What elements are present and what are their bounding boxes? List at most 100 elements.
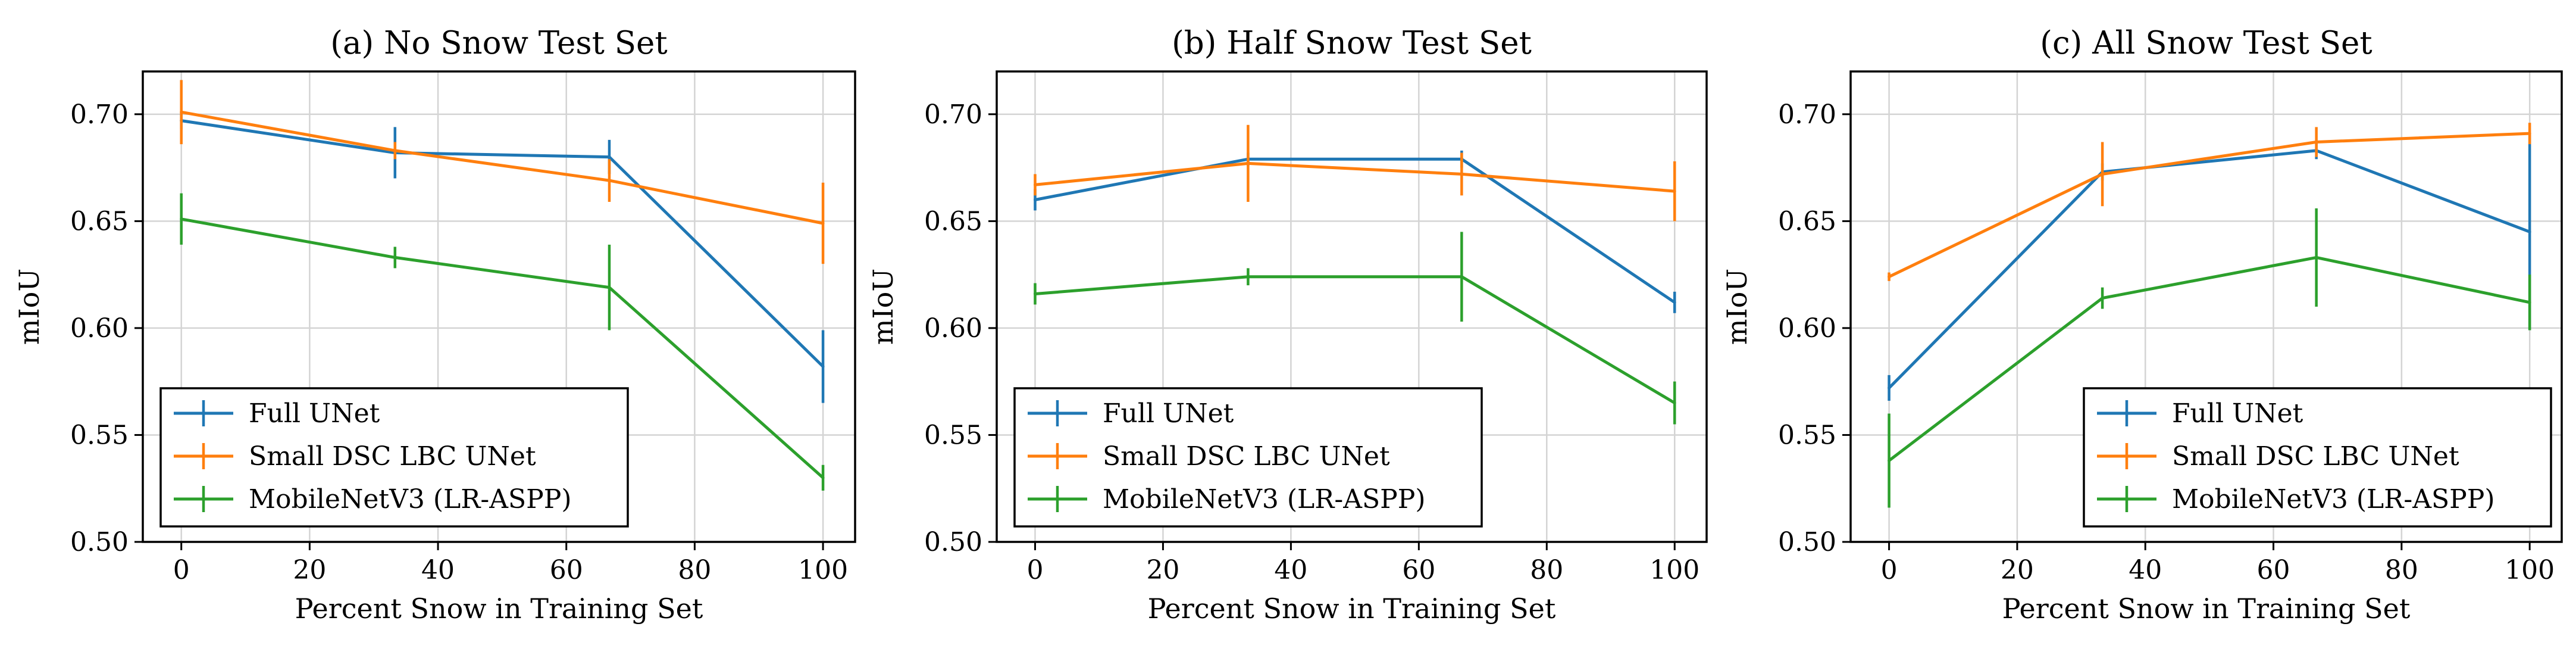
legend-entry: MobileNetV3 (LR-ASPP) <box>174 484 572 515</box>
y-tick-label: 0.55 <box>924 420 982 450</box>
x-tick-label: 60 <box>550 555 583 585</box>
axes-frame <box>996 70 1708 543</box>
y-tick-label: 0.70 <box>1778 99 1836 130</box>
data-point <box>1673 301 1676 304</box>
legend-label: Full UNet <box>1103 398 1234 429</box>
series-line <box>1035 157 1676 304</box>
series-line <box>181 119 824 368</box>
series-line <box>1888 149 2531 389</box>
series-2 <box>180 80 825 264</box>
legend-label: MobileNetV3 (LR-ASPP) <box>1103 484 1426 515</box>
legend-label: Full UNet <box>249 398 380 429</box>
series-1 <box>180 112 825 403</box>
data-point <box>1888 386 1891 389</box>
panel-title: (a) No Snow Test Set <box>330 25 667 61</box>
series-3 <box>1888 208 2531 508</box>
legend-label: Small DSC LBC UNet <box>2172 441 2459 472</box>
data-point <box>821 476 825 479</box>
data-point <box>1673 189 1676 193</box>
y-tick-label: 0.65 <box>70 206 129 236</box>
series-3 <box>1033 232 1676 425</box>
legend-label: MobileNetV3 (LR-ASPP) <box>249 484 572 515</box>
legend-label: MobileNetV3 (LR-ASPP) <box>2172 484 2495 515</box>
panel-3: 0 20 40 60 80 100 0.50 0.55 0.60 0.65 0.70 (c) All … <box>1721 25 2563 625</box>
data-point <box>608 179 611 182</box>
y-tick-label: 0.70 <box>924 99 982 130</box>
data-point <box>1033 183 1037 186</box>
x-tick-label: 40 <box>2129 555 2162 585</box>
panel-title: (c) All Snow Test Set <box>2040 25 2372 61</box>
y-tick-label: 0.70 <box>70 99 129 130</box>
series-line <box>181 217 824 479</box>
y-tick-label: 0.60 <box>70 313 129 344</box>
series-line <box>1035 161 1675 193</box>
data-point <box>2101 297 2104 300</box>
series-2 <box>1888 123 2531 281</box>
y-tick-label: 0.60 <box>924 313 982 344</box>
legend-entry: Small DSC LBC UNet <box>174 441 536 472</box>
series-3 <box>180 193 825 491</box>
legend-entry: Small DSC LBC UNet <box>2097 441 2459 472</box>
data-point <box>1888 275 1891 279</box>
series-line <box>1888 132 2530 278</box>
x-tick-label: 60 <box>1402 555 1435 585</box>
series-line <box>1888 255 2530 462</box>
panel-2: 0 20 40 60 80 100 0.50 0.55 0.60 0.65 0.70 (b) Half… <box>867 25 1708 625</box>
x-tick-label: 100 <box>2505 555 2555 585</box>
data-point <box>1673 401 1676 405</box>
legend-label: Small DSC LBC UNet <box>249 441 536 472</box>
panel-title: (b) Half Snow Test Set <box>1172 25 1532 61</box>
y-tick-label: 0.50 <box>924 527 982 557</box>
legend-frame <box>2083 387 2552 528</box>
y-tick-label: 0.50 <box>1778 527 1836 557</box>
data-point <box>2101 172 2104 176</box>
legend-frame <box>1013 387 1483 528</box>
x-tick-label: 40 <box>421 555 455 585</box>
data-point <box>608 155 611 159</box>
data-point <box>608 286 611 289</box>
legend-entry: Small DSC LBC UNet <box>1028 441 1390 472</box>
data-point <box>1460 275 1463 279</box>
x-axis-label: Percent Snow in Training Set <box>1148 593 1556 625</box>
data-point <box>2315 141 2318 144</box>
legend-label: Small DSC LBC UNet <box>1103 441 1390 472</box>
series-line <box>181 110 824 225</box>
legend-entry: MobileNetV3 (LR-ASPP) <box>1028 484 1426 515</box>
x-tick-label: 0 <box>1881 555 1898 585</box>
legend-entry: Full UNet <box>174 398 380 429</box>
data-point <box>1460 172 1463 176</box>
x-tick-label: 40 <box>1274 555 1307 585</box>
x-tick-label: 80 <box>678 555 711 585</box>
y-axis-label: mIoU <box>1721 269 1753 345</box>
x-tick-label: 100 <box>798 555 848 585</box>
data-point <box>180 217 183 221</box>
y-tick-label: 0.65 <box>924 206 982 236</box>
data-point <box>393 149 397 152</box>
data-point <box>2528 301 2531 304</box>
x-axis-label: Percent Snow in Training Set <box>295 593 703 625</box>
data-point <box>1033 292 1037 295</box>
series-line <box>1035 275 1676 404</box>
x-tick-label: 60 <box>2257 555 2290 585</box>
x-tick-label: 80 <box>1530 555 1563 585</box>
y-axis-label: mIoU <box>13 269 45 345</box>
axes-frame <box>1849 70 2563 543</box>
legend: Full UNet Small DSC LBC UNet MobileNetV3 (… <box>1013 387 1483 528</box>
legend-entry: Full UNet <box>2097 398 2303 429</box>
series-2 <box>1033 124 1676 222</box>
x-axis-label: Percent Snow in Training Set <box>2002 593 2411 625</box>
axes-frame <box>142 70 856 543</box>
legend-frame <box>159 387 629 528</box>
legend-label: Full UNet <box>2172 398 2303 429</box>
panel-1: 0 20 40 60 80 100 0.50 0.55 0.60 0.65 0.70 (a) No S… <box>13 25 856 625</box>
y-tick-label: 0.50 <box>70 527 129 557</box>
data-point <box>821 365 825 369</box>
data-point <box>2528 230 2531 233</box>
y-axis-label: mIoU <box>867 269 899 345</box>
data-point <box>1888 459 1891 463</box>
x-tick-label: 0 <box>1026 555 1043 585</box>
data-point <box>2528 132 2531 135</box>
series-1 <box>1888 133 2531 401</box>
